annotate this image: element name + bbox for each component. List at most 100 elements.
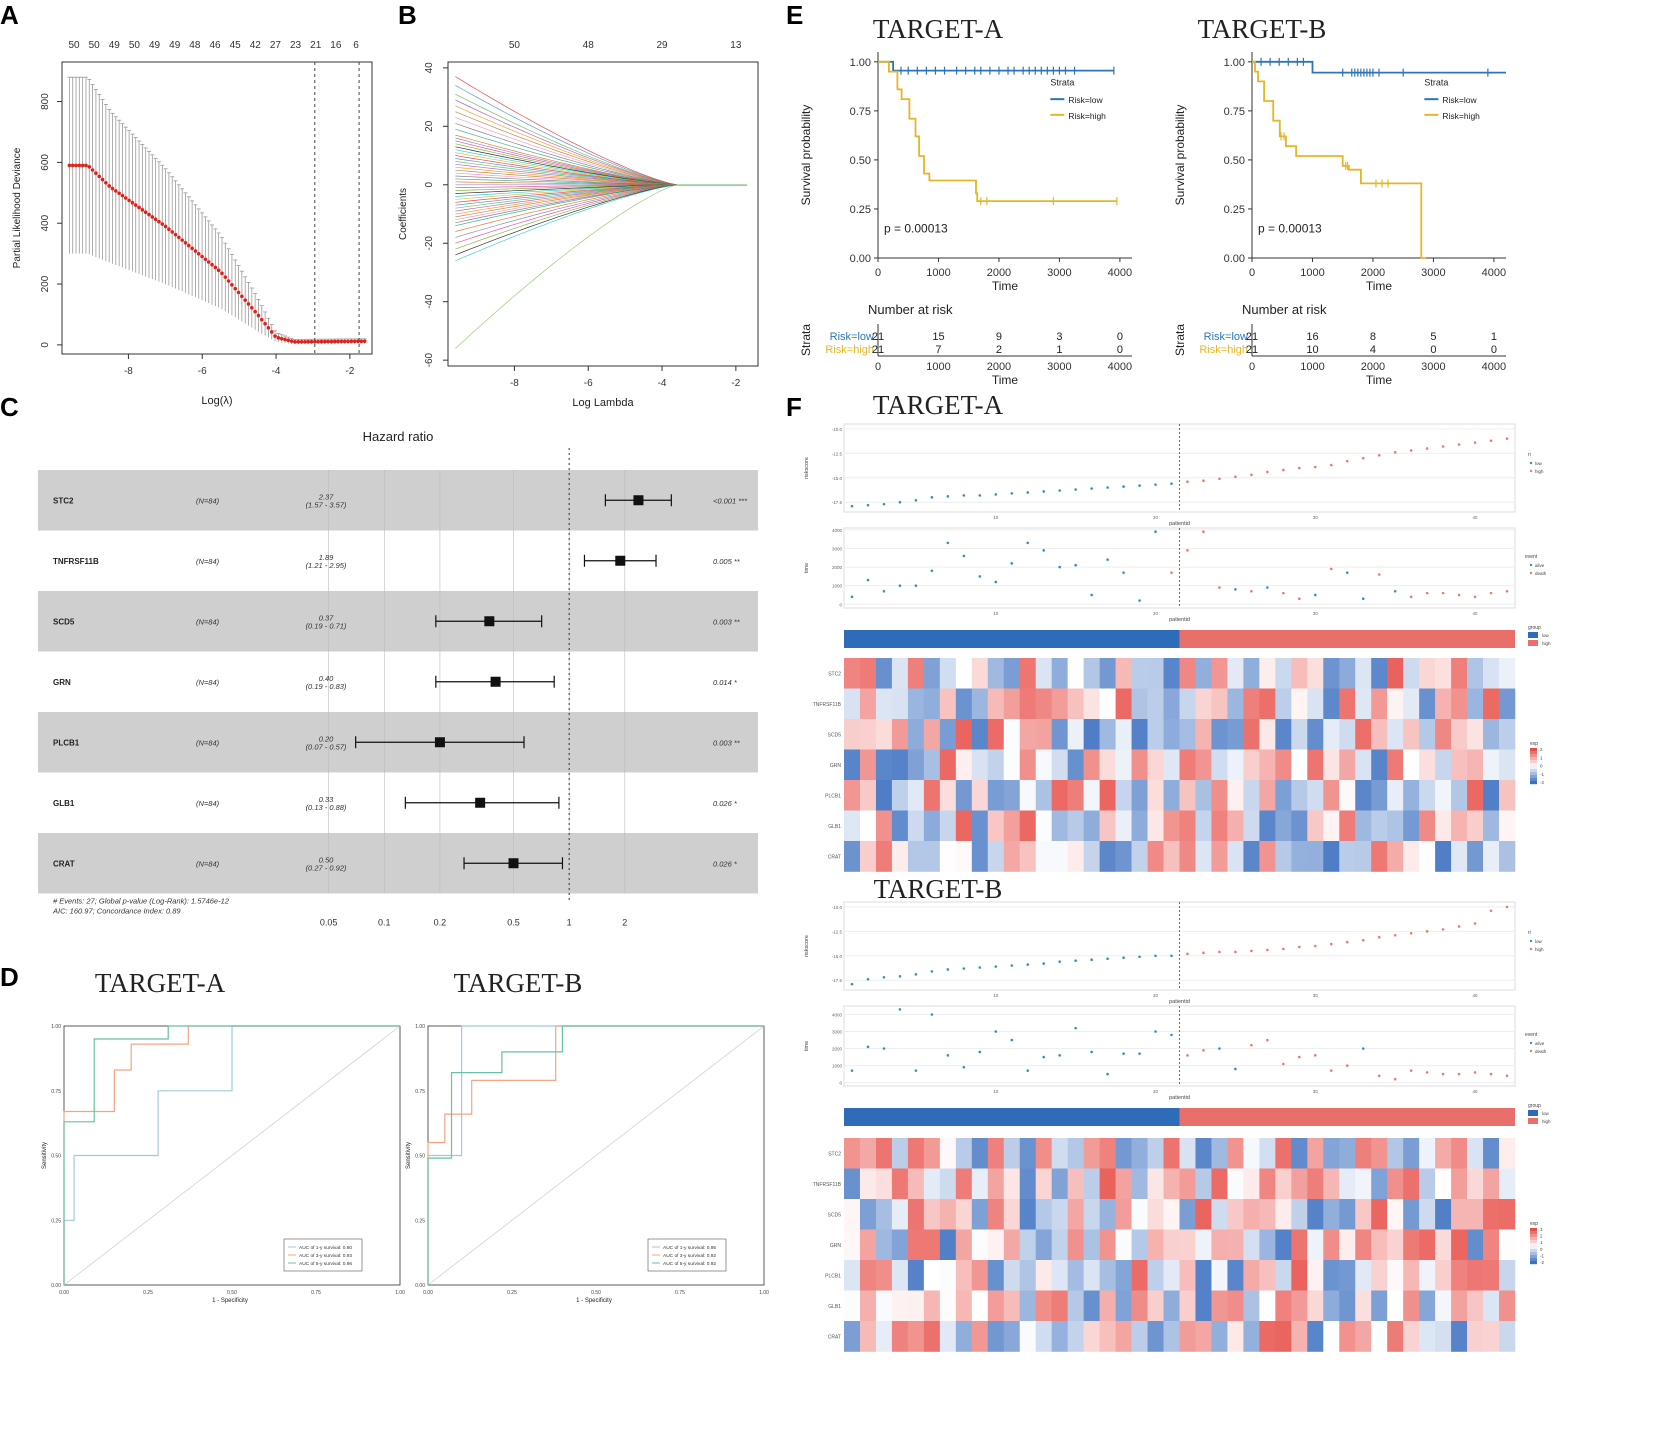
deviance-point	[283, 337, 287, 342]
heatmap-cell	[955, 1321, 973, 1352]
deviance-point	[286, 338, 291, 343]
heatmap-cell	[1355, 1321, 1372, 1352]
heatmap-cell	[1099, 1168, 1116, 1200]
y-tick-label: 0.00	[850, 253, 871, 265]
riskscore-point	[1010, 492, 1014, 495]
score-x-tick-label: 30	[1313, 515, 1319, 520]
heatmap-cell	[1451, 1168, 1468, 1200]
heatmap-cell	[1355, 780, 1372, 811]
heatmap-cell	[1131, 1260, 1148, 1291]
coefficient-path	[455, 184, 747, 250]
heatmap-cell	[1067, 658, 1084, 689]
heatmap-cell	[1451, 1229, 1468, 1261]
riskscore-point	[1026, 963, 1030, 966]
riskscore-point	[850, 982, 854, 986]
heatmap-gene-label: TNFRSF11B	[813, 1182, 842, 1188]
heatmap-cell	[1083, 658, 1100, 689]
heatmap-cell	[939, 1138, 957, 1169]
heatmap-cell	[1035, 1168, 1052, 1200]
heatmap-cell	[1307, 1199, 1324, 1230]
exp-legend-swatch	[1530, 1249, 1537, 1253]
deviance-point	[167, 227, 171, 231]
time-point	[882, 1047, 886, 1050]
heatmap-cell	[859, 1229, 877, 1261]
heatmap-cell	[1083, 780, 1100, 811]
heatmap-cell	[971, 1138, 989, 1169]
heatmap-cell	[1419, 1199, 1436, 1230]
heatmap-cell	[955, 841, 973, 872]
heatmap-cell	[1035, 719, 1052, 750]
heatmap-cell	[1051, 749, 1068, 781]
heatmap-cell	[1483, 1168, 1500, 1200]
exp-legend-label: 2	[1540, 1234, 1543, 1239]
time-point	[1202, 1048, 1205, 1052]
heatmap-cell	[1003, 688, 1021, 720]
heatmap-gene-label: TNFRSF11B	[813, 702, 842, 708]
heatmap-cell	[923, 1260, 941, 1291]
heatmap-cell	[1355, 841, 1372, 872]
time-point	[1186, 1054, 1189, 1057]
heatmap-cell	[987, 810, 1005, 842]
heatmap-cell	[907, 810, 925, 842]
group-bar-low	[844, 1108, 1180, 1126]
heatmap-cell	[859, 810, 877, 842]
score-x-label: patientid	[1169, 521, 1190, 527]
deviance-point	[190, 246, 194, 251]
heatmap-cell	[1051, 1229, 1068, 1261]
heatmap-cell	[1259, 1290, 1276, 1322]
km-legend-high: Risk=high	[1068, 111, 1106, 121]
heatmap-cell	[1003, 658, 1021, 689]
heatmap-cell	[1099, 1138, 1116, 1169]
heatmap-cell	[891, 1229, 909, 1261]
heatmap-cell	[939, 810, 957, 842]
heatmap-cell	[1403, 1229, 1420, 1261]
roc-curve	[427, 1025, 764, 1285]
heatmap-cell	[1019, 1138, 1037, 1169]
y-tick-label: 1.00	[51, 1024, 61, 1030]
heatmap-cell	[923, 1199, 941, 1230]
score-x-tick-label: 30	[1313, 993, 1319, 998]
exp-legend-label: 0	[1540, 764, 1543, 769]
heatmap-cell	[1259, 1229, 1276, 1261]
exp-legend-title: exp	[1530, 1221, 1538, 1227]
heatmap-cell	[1419, 1138, 1436, 1169]
heatmap-cell	[1147, 1321, 1164, 1352]
time-x-tick-label: 10	[993, 1089, 999, 1094]
heatmap-cell	[1403, 658, 1420, 689]
heatmap-cell	[1131, 1229, 1148, 1261]
deviance-point	[130, 200, 135, 205]
heatmap-cell	[1483, 658, 1500, 689]
forest-gene-label: PLCB1	[53, 738, 80, 747]
heatmap-cell	[1179, 780, 1196, 811]
score-legend-title: ri	[1528, 930, 1531, 936]
score-legend-dot-low	[1529, 939, 1533, 943]
heatmap-cell	[1131, 1290, 1148, 1322]
roc-legend-label: AUC of 3-y survival: 0.92	[663, 1253, 716, 1259]
heatmap-cell	[907, 1260, 925, 1291]
heatmap-cell	[1467, 1168, 1484, 1200]
heatmap-cell	[939, 658, 957, 689]
y-tick-label: 800	[40, 93, 51, 110]
heatmap-cell	[1051, 1290, 1068, 1322]
heatmap-cell	[1051, 1168, 1068, 1200]
riskscore-point	[1026, 491, 1030, 494]
time-point	[1090, 1050, 1093, 1054]
heatmap-cell	[1179, 1260, 1196, 1291]
heatmap-cell	[1195, 719, 1212, 750]
deviance-point	[183, 241, 188, 245]
heatmap-cell	[939, 1290, 957, 1322]
heatmap-cell	[1227, 1260, 1244, 1291]
coefficient-path	[455, 93, 747, 186]
heatmap-cell	[1371, 1290, 1388, 1322]
heatmap-cell	[1435, 1260, 1452, 1291]
heatmap-cell	[1147, 780, 1164, 811]
deviance-point	[299, 339, 304, 344]
heatmap-cell	[1115, 1138, 1132, 1169]
heatmap-cell	[1067, 1199, 1084, 1230]
heatmap-cell	[1099, 841, 1116, 872]
time-point	[1505, 589, 1509, 593]
riskscore-point	[1377, 453, 1381, 457]
heatmap-cell	[1179, 841, 1196, 872]
heatmap-gene-label: SCD5	[828, 1212, 842, 1218]
heatmap-cell	[1371, 749, 1388, 781]
